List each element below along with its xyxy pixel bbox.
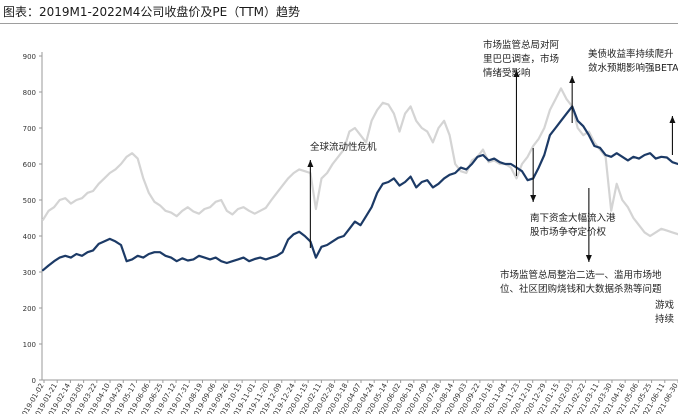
y-tick-label: 400	[23, 233, 36, 241]
y-tick-label: 700	[23, 125, 36, 133]
annotation-text: 股市场争夺定价权	[530, 226, 607, 238]
annotation-arrowhead	[669, 116, 676, 123]
y-tick-label: 300	[23, 269, 36, 277]
annotation-arrowhead	[307, 160, 314, 167]
y-tick-label: 200	[23, 305, 36, 313]
annotation-text: 情绪受影响	[483, 67, 531, 79]
y-tick-label: 600	[23, 161, 36, 169]
annotation-text: 市场监管总局对阿	[483, 39, 560, 51]
annotation-arrowhead	[569, 76, 576, 83]
annotation-text: 美债收益率持续爬升	[588, 48, 674, 60]
y-tick-label: 800	[23, 89, 36, 97]
y-tick-label: 0	[32, 377, 36, 385]
annotation-text: 敛水预期影响强BETA	[588, 62, 678, 74]
title-divider	[0, 23, 678, 24]
y-tick-label: 500	[23, 197, 36, 205]
annotation-text: 持续	[655, 313, 675, 325]
annotation-arrowhead	[513, 70, 520, 77]
figure-title: 图表：2019M1-2022M4公司收盘价及PE（TTM）趋势	[3, 5, 301, 19]
annotation-arrowhead	[585, 255, 592, 262]
y-tick-label: 100	[23, 341, 36, 349]
annotation-text: 市场监管总局整治二选一、滥用市场地	[500, 269, 662, 281]
annotation-text: 里巴巴调查，市场	[483, 53, 559, 65]
chart-series	[41, 87, 678, 272]
annotation-text: 南下资金大幅流入港	[530, 212, 616, 224]
annotation-text: 位、社区团购烧钱和大数据杀熟等问题	[500, 283, 662, 295]
annotation-text: 全球流动性危机	[310, 141, 377, 153]
annotation-arrowhead	[530, 195, 537, 202]
y-tick-label: 900	[23, 53, 36, 61]
annotation-text: 游戏	[655, 299, 675, 311]
close-price-line	[41, 105, 678, 272]
